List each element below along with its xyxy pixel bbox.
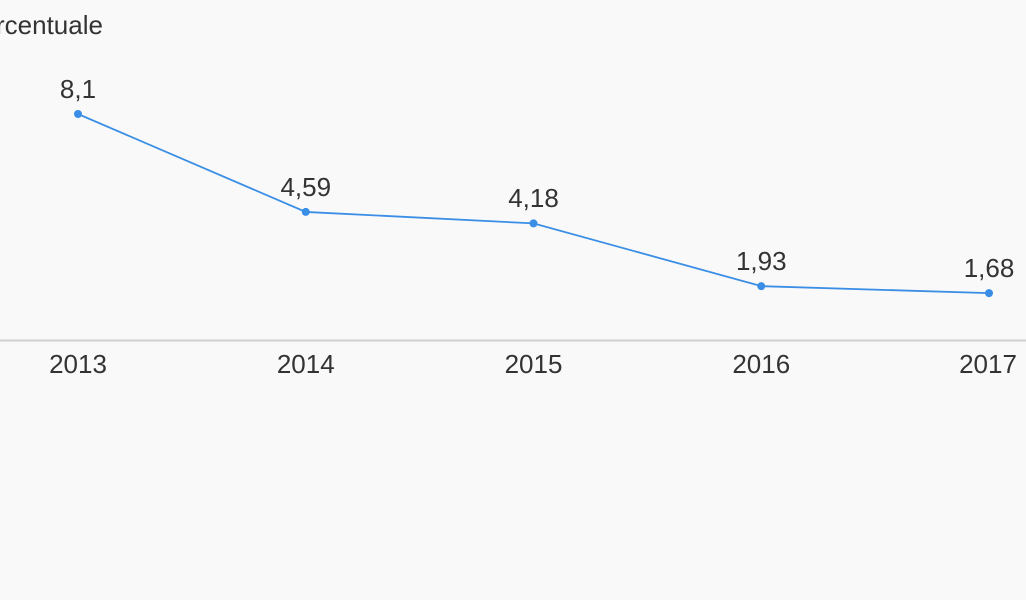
- point: [74, 110, 82, 118]
- point: [985, 289, 993, 298]
- data-label: 8,1: [60, 74, 96, 104]
- chart-title: rcentuale: [0, 10, 103, 40]
- data-label: 1,93: [736, 246, 787, 276]
- x-tick-label: 2017: [959, 349, 1017, 379]
- x-tick-label: 2014: [277, 349, 335, 379]
- point: [757, 282, 766, 291]
- x-tick-label: 2016: [732, 349, 790, 379]
- point: [529, 219, 538, 228]
- point: [301, 207, 310, 216]
- data-label: 4,59: [280, 172, 331, 202]
- x-tick-label: 2015: [505, 349, 563, 379]
- data-label: 1,68: [964, 253, 1015, 283]
- x-tick-label: 2013: [49, 349, 107, 379]
- data-label: 4,18: [508, 183, 559, 213]
